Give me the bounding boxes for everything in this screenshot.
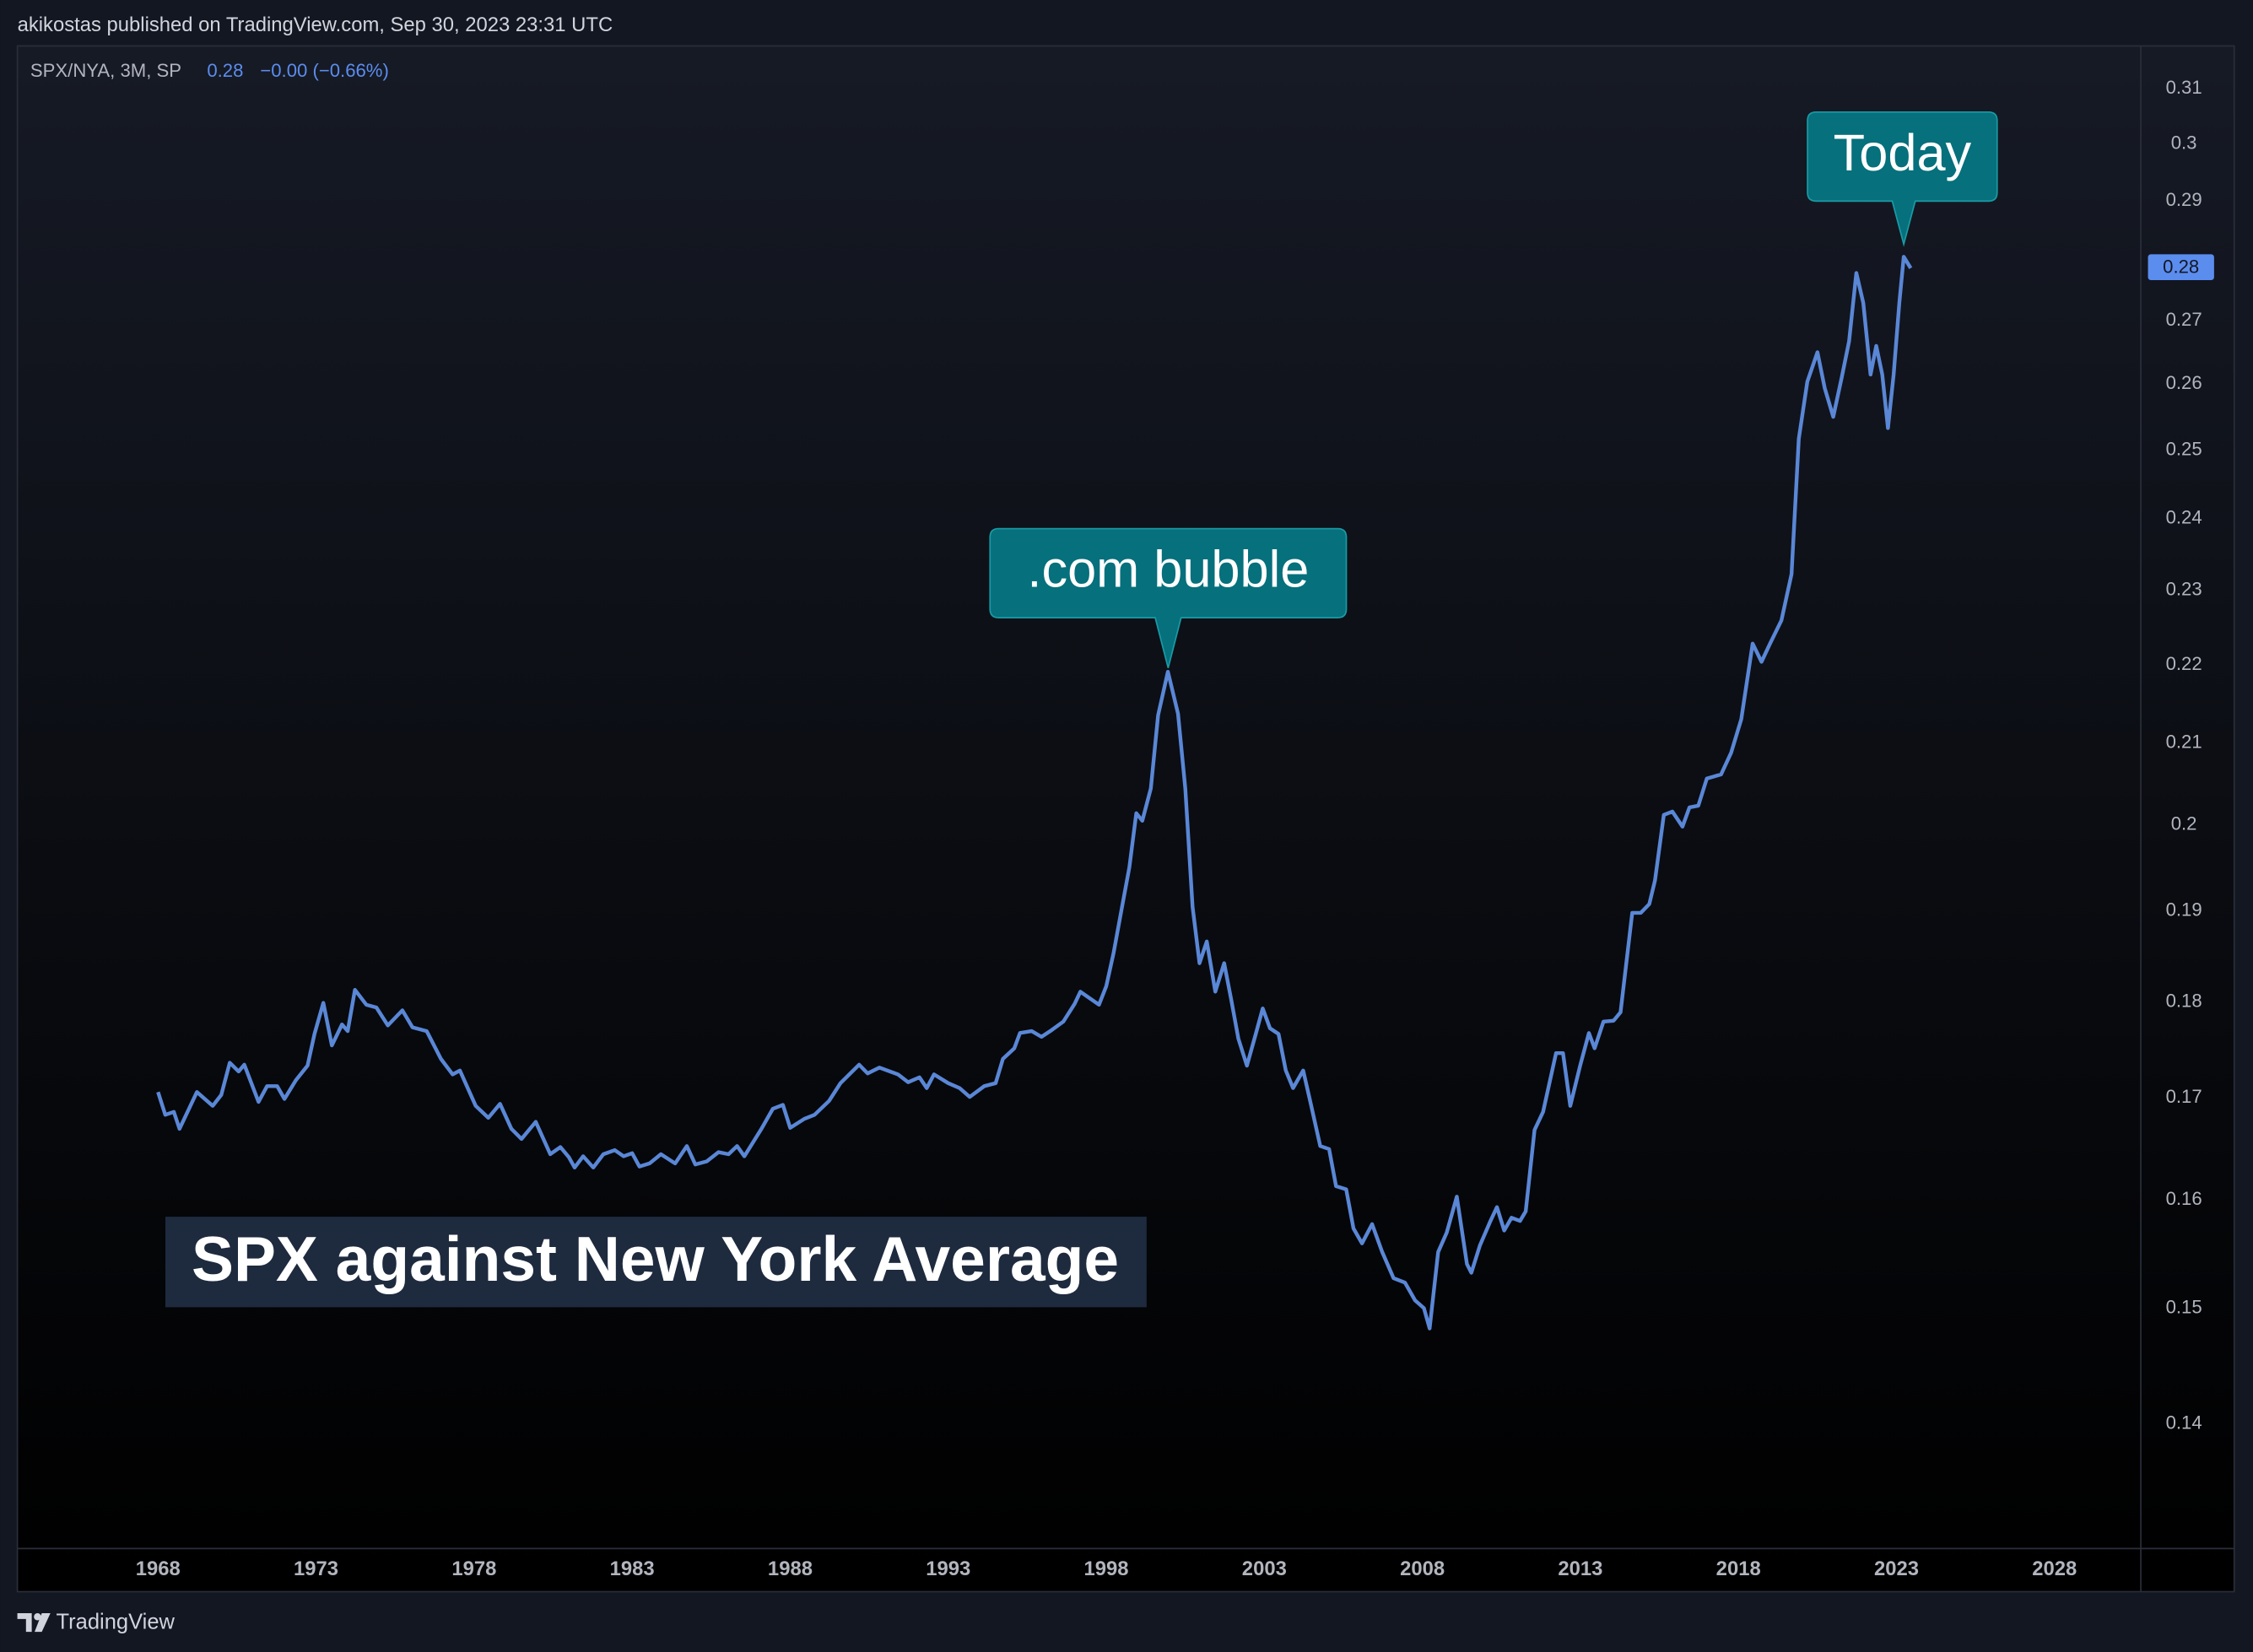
y-tick-label: 0.23 — [2166, 578, 2202, 599]
legend-symbol: SPX/NYA, 3M, SP — [30, 60, 181, 81]
x-tick-label: 2018 — [1716, 1558, 1761, 1580]
y-tick-label: 0.17 — [2166, 1086, 2202, 1107]
callout-text: .com bubble — [1027, 541, 1309, 598]
y-tick-label: 0.18 — [2166, 990, 2202, 1011]
y-tick-label: 0.3 — [2171, 132, 2197, 153]
y-tick-label: 0.16 — [2166, 1188, 2202, 1209]
x-tick-label: 2023 — [1874, 1558, 1919, 1580]
y-tick-label: 0.27 — [2166, 309, 2202, 330]
price-line — [156, 255, 1913, 1331]
callout-shape — [989, 527, 1348, 668]
x-tick-label: 1983 — [610, 1558, 655, 1580]
y-tick-label: 0.24 — [2166, 507, 2202, 528]
x-tick-label: 1968 — [136, 1558, 181, 1580]
y-tick-label: 0.26 — [2166, 372, 2202, 393]
price-label-box — [2148, 254, 2214, 281]
legend-last: 0.28 — [207, 60, 243, 81]
callout-text: Today — [1834, 124, 1972, 181]
x-tick-label: 1998 — [1084, 1558, 1129, 1580]
x-tick-label: 2003 — [1242, 1558, 1287, 1580]
y-tick-label: 0.25 — [2166, 438, 2202, 459]
y-tick-label: 0.14 — [2166, 1412, 2202, 1433]
footer-brand: TradingView — [57, 1611, 176, 1634]
y-tick-label: 0.29 — [2166, 189, 2202, 210]
y-tick-label: 0.15 — [2166, 1296, 2202, 1317]
x-tick-label: 2028 — [2032, 1558, 2077, 1580]
title-box — [165, 1217, 1147, 1308]
x-tick-label: 2008 — [1400, 1558, 1445, 1580]
y-tick-label: 0.19 — [2166, 899, 2202, 920]
x-tick-label: 1978 — [451, 1558, 496, 1580]
callout-bubble: .com bubble — [989, 527, 1348, 668]
x-tick-label: 1993 — [926, 1558, 970, 1580]
x-tick-label: 2013 — [1558, 1558, 1602, 1580]
callout-today: Today — [1807, 111, 1998, 247]
x-tick-label: 1973 — [294, 1558, 338, 1580]
callout-shape — [1807, 111, 1998, 247]
y-tick-label: 0.2 — [2171, 813, 2197, 834]
legend-change: −0.00 (−0.66%) — [260, 60, 389, 81]
price-label: 0.28 — [2163, 256, 2199, 277]
plot: 0.14 0.15 0.16 0.17 0.18 0.19 0.2 0.21 0.22 0.23 0… — [136, 77, 2202, 1580]
tradingview-logo — [17, 1613, 51, 1633]
chart-title: SPX against New York Average — [192, 1223, 1119, 1294]
y-tick-label: 0.22 — [2166, 653, 2202, 674]
publish-header: akikostas published on TradingView.com, … — [18, 13, 613, 36]
y-tick-label: 0.31 — [2166, 77, 2202, 98]
y-tick-label: 0.21 — [2166, 731, 2202, 752]
x-tick-label: 1988 — [768, 1558, 813, 1580]
